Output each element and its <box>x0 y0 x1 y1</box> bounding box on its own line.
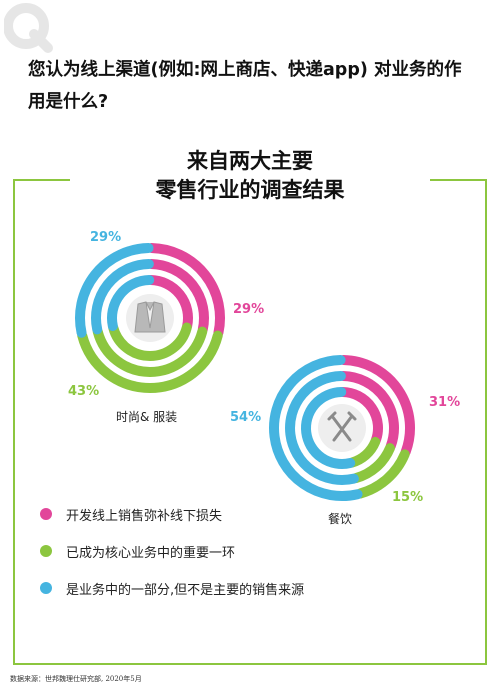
legend-item: 开发线上销售弥补线下损失 <box>40 505 460 525</box>
source-note: 数据来源：世邦魏理仕研究部, 2020年5月 <box>10 675 142 683</box>
chart1-ring2-segment-1 <box>146 259 209 335</box>
chart1-value-blue: 29% <box>90 230 122 245</box>
chart2-ring1-segment-2 <box>355 449 410 499</box>
chart-title-line1: 来自两大主要 <box>187 149 313 173</box>
chart1-ring1-segment-3 <box>75 243 154 338</box>
legend-item: 是业务中的一部分,但不是主要的销售来源 <box>40 579 460 599</box>
chart1-ring1-segment-2 <box>77 330 223 393</box>
chart1-value-green: 43% <box>68 384 100 399</box>
chart2-ring1-segment-3 <box>269 355 363 501</box>
chart1-ring2-segment-2 <box>92 326 208 377</box>
chart1-ring3-segment-1 <box>145 275 193 332</box>
chart1-ring2-segment-3 <box>91 259 154 335</box>
legend-item: 已成为核心业务中的重要一环 <box>40 542 460 562</box>
chart1-label: 时尚& 服装 <box>116 410 178 424</box>
chart2-ring3-segment-3 <box>301 387 356 469</box>
legend-dot-pink <box>40 508 52 520</box>
fork-knife-icon <box>318 404 366 452</box>
chart2-ring1-segment-1 <box>338 355 415 457</box>
chart1-ring3-segment-3 <box>107 275 155 332</box>
legend-text: 是业务中的一部分,但不是主要的销售来源 <box>66 583 305 598</box>
chart1-ring3-segment-2 <box>108 322 192 361</box>
q-badge-icon <box>4 3 53 53</box>
legend-text: 已成为核心业务中的重要一环 <box>66 546 236 561</box>
chart2-ring2-segment-3 <box>285 371 359 485</box>
chart2-ring3-segment-1 <box>337 387 383 446</box>
chart2-ring2-segment-1 <box>338 371 399 452</box>
chart2-value-green: 15% <box>392 490 424 505</box>
legend-dot-blue <box>40 582 52 594</box>
chart1-value-pink: 29% <box>233 302 265 317</box>
chart-title-line2: 零售行业的调查结果 <box>155 178 345 202</box>
chart2-label: 餐饮 <box>328 512 353 526</box>
chart2-ring2-segment-2 <box>350 443 395 484</box>
jacket-icon <box>126 294 174 342</box>
chart-frame <box>13 179 487 665</box>
chart2-value-pink: 31% <box>429 395 461 410</box>
chart2-value-blue: 54% <box>230 410 262 425</box>
legend-dot-green <box>40 545 52 557</box>
legend-text: 开发线上销售弥补线下损失 <box>66 509 223 524</box>
chart1-ring1-segment-1 <box>146 243 225 338</box>
survey-question: 您认为线上渠道(例如:网上商店、快递app) 对业务的作用是什么? <box>28 60 462 112</box>
